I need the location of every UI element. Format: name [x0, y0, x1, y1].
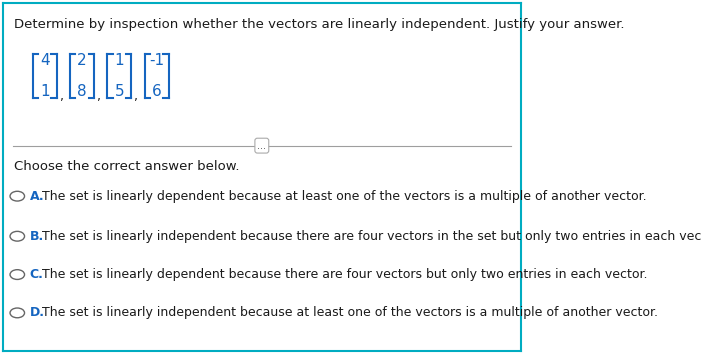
Text: ,: , — [97, 90, 101, 103]
Text: Determine by inspection whether the vectors are linearly independent. Justify yo: Determine by inspection whether the vect… — [14, 18, 625, 32]
Text: 5: 5 — [114, 84, 124, 99]
Text: Choose the correct answer below.: Choose the correct answer below. — [14, 160, 240, 173]
Text: 1: 1 — [40, 84, 50, 99]
Text: The set is linearly dependent because there are four vectors but only two entrie: The set is linearly dependent because th… — [41, 268, 647, 281]
Text: A.: A. — [29, 190, 44, 202]
Text: The set is linearly dependent because at least one of the vectors is a multiple : The set is linearly dependent because at… — [41, 190, 646, 202]
Text: ...: ... — [257, 141, 266, 151]
Text: The set is linearly independent because at least one of the vectors is a multipl: The set is linearly independent because … — [41, 307, 658, 319]
Text: ,: , — [135, 90, 138, 103]
Text: 2: 2 — [77, 53, 87, 68]
Text: ,: , — [60, 90, 64, 103]
Text: -1: -1 — [149, 53, 164, 68]
Text: 6: 6 — [152, 84, 161, 99]
Text: 1: 1 — [114, 53, 124, 68]
Text: 4: 4 — [40, 53, 50, 68]
Text: C.: C. — [29, 268, 43, 281]
Text: 8: 8 — [77, 84, 87, 99]
Text: D.: D. — [29, 307, 45, 319]
Text: The set is linearly independent because there are four vectors in the set but on: The set is linearly independent because … — [41, 230, 701, 243]
Text: B.: B. — [29, 230, 44, 243]
